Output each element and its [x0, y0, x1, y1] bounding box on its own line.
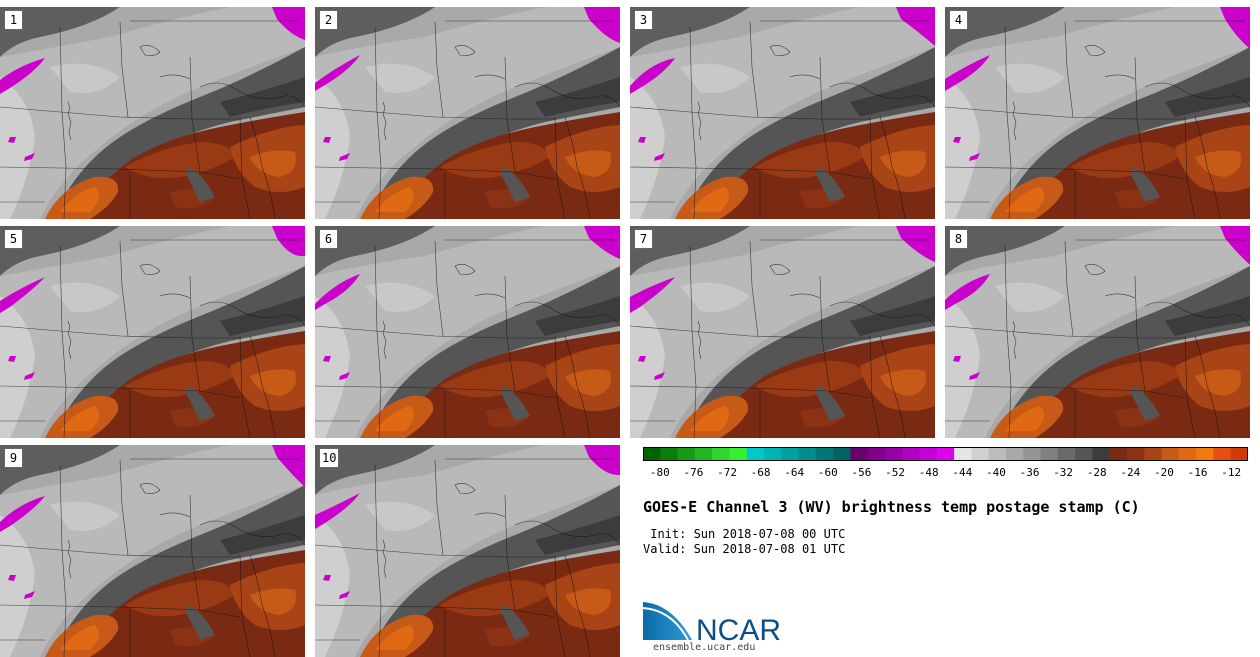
panel-5: 5 [0, 226, 305, 438]
colorbar-segment [729, 447, 748, 461]
panel-label: 3 [634, 10, 653, 30]
colorbar-segment [746, 447, 765, 461]
panel-label: 6 [319, 229, 338, 249]
colorbar-segment [660, 447, 679, 461]
colorbar-segment [1213, 447, 1232, 461]
colorbar-segment [1075, 447, 1093, 461]
colorbar-segment [971, 447, 990, 461]
water-vapor-map [0, 226, 305, 438]
water-vapor-map [945, 226, 1250, 438]
colorbar-segment [677, 447, 696, 461]
colorbar-tick-label: -32 [1053, 466, 1074, 479]
panel-label: 7 [634, 229, 653, 249]
colorbar-segment [1230, 447, 1248, 461]
colorbar-segment [867, 447, 886, 461]
colorbar-tick-label: -72 [717, 466, 737, 479]
colorbar-segment [936, 447, 955, 461]
colorbar-segment [833, 447, 851, 461]
colorbar-tick-label: -76 [683, 466, 704, 479]
colorbar-tick-label: -56 [851, 466, 872, 479]
panel-label: 2 [319, 10, 338, 30]
init-time: Init: Sun 2018-07-08 00 UTC [643, 527, 846, 541]
colorbar-frame [643, 447, 1248, 461]
panel-7: 7 [630, 226, 935, 438]
colorbar-segment [694, 447, 713, 461]
panel-4: 4 [945, 7, 1250, 219]
colorbar-segment [1127, 447, 1145, 461]
colorbar-segment [1092, 447, 1111, 461]
logo-text: NCAR [696, 614, 781, 644]
panel-9: 9 [0, 445, 305, 657]
colorbar-tick-label: -80 [649, 466, 670, 479]
panel-1: 1 [0, 7, 305, 219]
colorbar-segment [643, 447, 661, 461]
colorbar-segment [850, 447, 869, 461]
colorbar-segment [885, 447, 903, 461]
colorbar-tick-label: -64 [784, 466, 805, 479]
colorbar-tick-label: -44 [952, 466, 973, 479]
colorbar-segment [988, 447, 1007, 461]
colorbar-segment [954, 447, 972, 461]
water-vapor-map [315, 226, 620, 438]
colorbar-segment [1161, 447, 1180, 461]
colorbar-segment [1057, 447, 1076, 461]
ncar-logo: NCAR [642, 600, 792, 648]
colorbar-segment [1006, 447, 1024, 461]
colorbar-tick-label: -24 [1120, 466, 1141, 479]
colorbar-tick-label: -48 [918, 466, 939, 479]
colorbar-tick-label: -20 [1154, 466, 1174, 479]
panel-3: 3 [630, 7, 935, 219]
colorbar-segment [798, 447, 817, 461]
logo-url: ensemble.ucar.edu [653, 642, 756, 653]
panel-label: 5 [4, 229, 23, 249]
panel-6: 6 [315, 226, 620, 438]
water-vapor-map [945, 7, 1250, 219]
colorbar-segment [764, 447, 782, 461]
colorbar-tick-label: -52 [885, 466, 906, 479]
water-vapor-map [0, 7, 305, 219]
colorbar [643, 447, 1248, 461]
panel-2: 2 [315, 7, 620, 219]
colorbar-segment [902, 447, 921, 461]
valid-time: Valid: Sun 2018-07-08 01 UTC [643, 542, 846, 556]
colorbar-segment [1178, 447, 1197, 461]
panel-label: 10 [319, 448, 340, 468]
colorbar-segment [815, 447, 834, 461]
colorbar-segment [1144, 447, 1163, 461]
panel-8: 8 [945, 226, 1250, 438]
colorbar-tick-label: -16 [1187, 466, 1208, 479]
colorbar-segment [1196, 447, 1214, 461]
colorbar-tick-label: -36 [1019, 466, 1040, 479]
colorbar-tick-label: -60 [817, 466, 838, 479]
colorbar-segment [1040, 447, 1059, 461]
water-vapor-map [0, 445, 305, 657]
water-vapor-map [630, 7, 935, 219]
colorbar-segment [1109, 447, 1128, 461]
panel-label: 8 [949, 229, 968, 249]
colorbar-tick-label: -28 [1086, 466, 1107, 479]
panel-label: 9 [4, 448, 23, 468]
colorbar-segment [1023, 447, 1042, 461]
colorbar-segment [919, 447, 938, 461]
panel-label: 4 [949, 10, 968, 30]
colorbar-segment [712, 447, 730, 461]
colorbar-segment [781, 447, 800, 461]
colorbar-tick-label: -40 [985, 466, 1006, 479]
water-vapor-map [315, 7, 620, 219]
plot-title: GOES-E Channel 3 (WV) brightness temp po… [643, 498, 1140, 516]
water-vapor-map [315, 445, 620, 657]
water-vapor-map [630, 226, 935, 438]
panel-label: 1 [4, 10, 23, 30]
colorbar-tick-label: -12 [1221, 466, 1242, 479]
colorbar-tick-label: -68 [750, 466, 771, 479]
panel-10: 10 [315, 445, 620, 657]
